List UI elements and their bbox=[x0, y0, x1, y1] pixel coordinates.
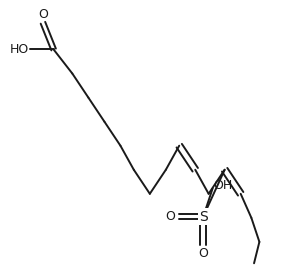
Text: OH: OH bbox=[213, 179, 232, 192]
Text: O: O bbox=[198, 247, 208, 260]
Text: O: O bbox=[38, 8, 48, 21]
Text: HO: HO bbox=[9, 43, 28, 56]
Text: O: O bbox=[165, 210, 175, 223]
Text: S: S bbox=[199, 210, 208, 224]
